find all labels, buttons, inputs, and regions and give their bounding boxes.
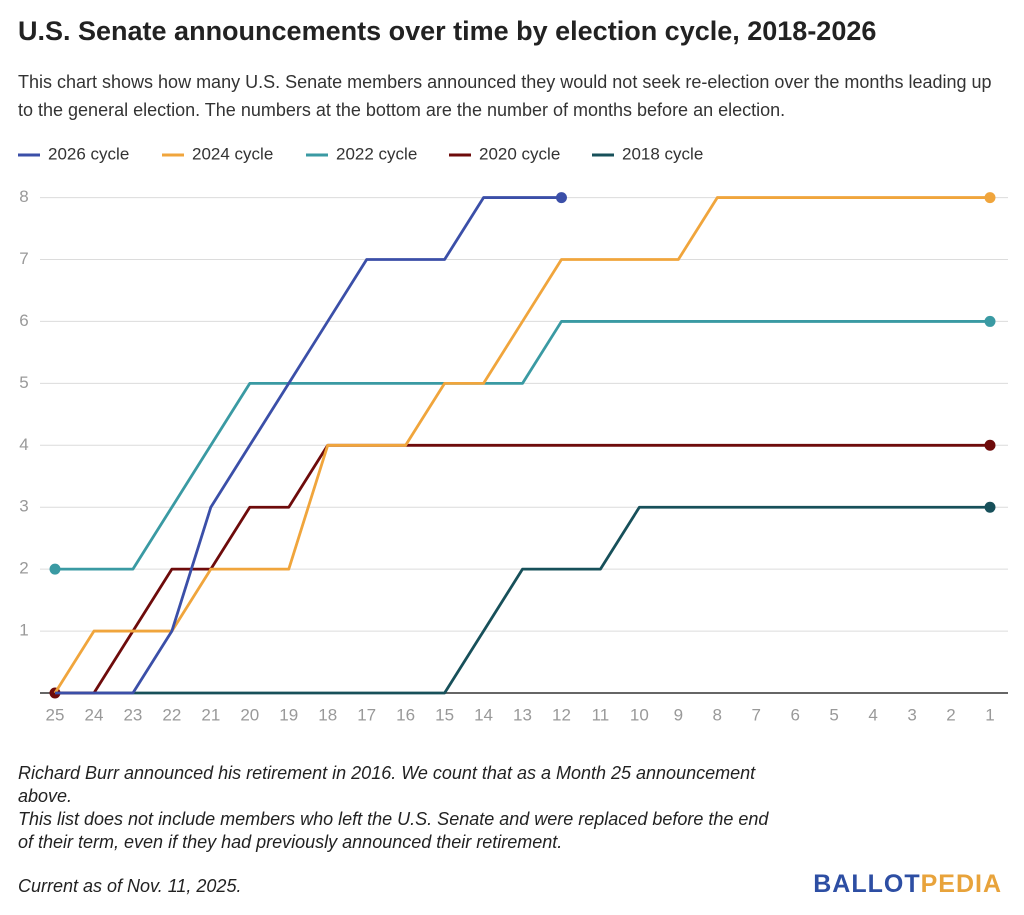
y-tick-label: 8	[19, 187, 28, 206]
x-tick-label: 17	[357, 705, 376, 724]
logo-part: BALLOT	[813, 870, 921, 898]
x-tick-label: 2	[946, 705, 955, 724]
legend-label: 2024 cycle	[192, 144, 273, 163]
end-point	[984, 315, 996, 327]
chart-subtitle: This chart shows how many U.S. Senate me…	[18, 72, 992, 120]
x-tick-label: 5	[829, 705, 838, 724]
end-point	[49, 563, 61, 575]
end-point	[984, 439, 996, 451]
x-tick-label: 10	[630, 705, 649, 724]
x-tick-label: 11	[592, 705, 610, 724]
series-line	[53, 196, 990, 694]
y-tick-label: 7	[19, 249, 28, 268]
x-tick-label: 19	[279, 705, 298, 724]
y-tick-label: 3	[19, 497, 28, 516]
x-tick-label: 8	[713, 705, 722, 724]
x-tick-label: 12	[552, 705, 571, 724]
y-tick-label: 1	[19, 621, 28, 640]
y-tick-label: 5	[19, 373, 28, 392]
x-tick-label: 23	[123, 705, 142, 724]
notes: Richard Burr announced his retirement in…	[18, 762, 788, 854]
chart-title: U.S. Senate announcements over time by e…	[18, 16, 877, 46]
y-tick-label: 4	[19, 435, 28, 454]
end-point	[984, 192, 996, 204]
x-tick-label: 14	[474, 705, 493, 724]
note: Richard Burr announced his retirement in…	[18, 763, 756, 806]
y-tick-label: 2	[19, 559, 28, 578]
x-tick-label: 25	[46, 705, 65, 724]
logo: BALLOTPEDIA	[813, 870, 1002, 899]
series-line	[55, 196, 562, 695]
x-tick-label: 7	[752, 705, 761, 724]
footnote: Current as of Nov. 11, 2025.	[18, 876, 242, 896]
x-tick-label: 4	[868, 705, 877, 724]
legend-label: 2020 cycle	[479, 144, 560, 163]
end-point	[984, 501, 996, 513]
x-tick-label: 21	[201, 705, 220, 724]
x-tick-label: 16	[396, 705, 415, 724]
x-tick-label: 18	[318, 705, 337, 724]
legend-label: 2018 cycle	[622, 144, 703, 163]
x-tick-label: 22	[162, 705, 181, 724]
x-tick-label: 24	[84, 705, 103, 724]
x-tick-label: 15	[435, 705, 454, 724]
note: This list does not include members who l…	[18, 809, 769, 852]
x-tick-label: 13	[513, 705, 532, 724]
end-point	[555, 192, 567, 204]
x-tick-label: 20	[240, 705, 259, 724]
series-line	[55, 320, 990, 571]
legend-label: 2026 cycle	[48, 144, 129, 163]
series-line	[55, 505, 990, 695]
x-tick-label: 6	[790, 705, 799, 724]
x-tick-label: 9	[674, 705, 683, 724]
x-tick-label: 3	[907, 705, 916, 724]
legend-label: 2022 cycle	[336, 144, 417, 163]
x-tick-label: 1	[985, 705, 994, 724]
logo-part: PEDIA	[920, 870, 1002, 898]
y-tick-label: 6	[19, 311, 28, 330]
